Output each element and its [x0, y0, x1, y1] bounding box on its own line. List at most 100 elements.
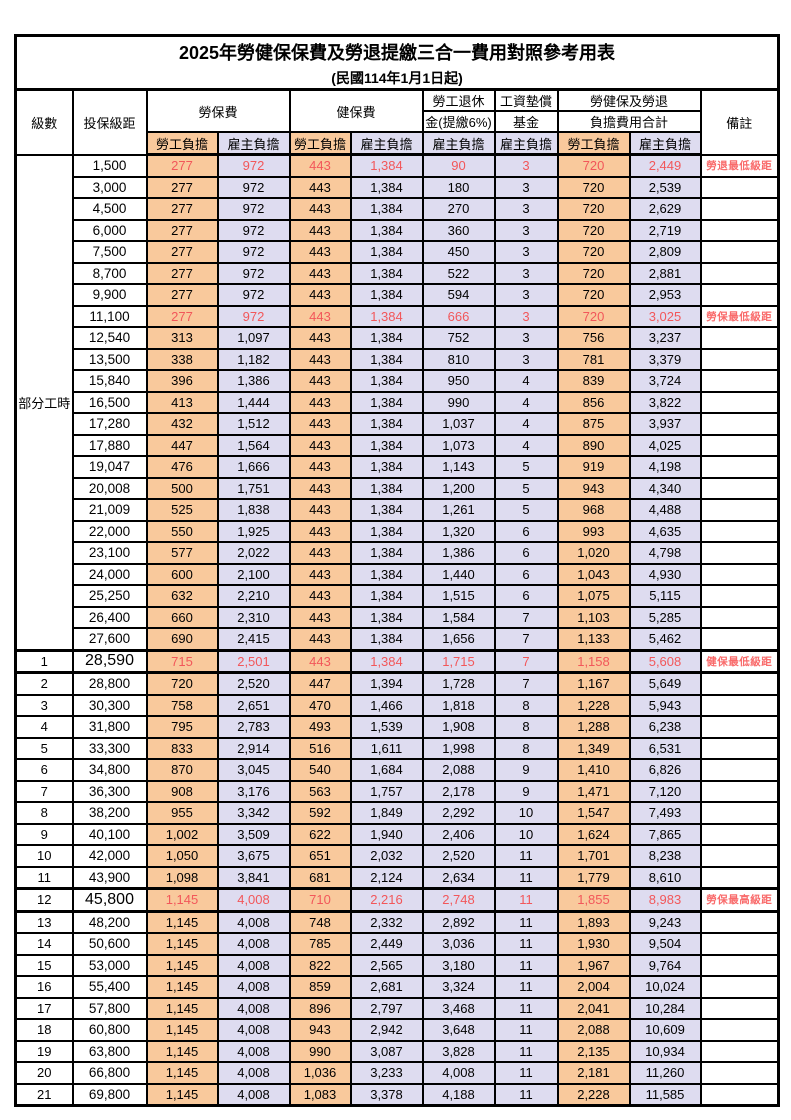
cell-level: 18 — [14, 1018, 74, 1042]
cell-labor-employer: 4,008 — [216, 953, 291, 977]
table-row: 20 66,800 1,145 4,008 1,036 3,233 4,008 11 2,181… — [14, 1061, 780, 1085]
cell-health-employer: 1,384 — [349, 347, 424, 371]
cell-labor-employer: 2,520 — [216, 671, 291, 696]
cell-labor-employee: 313 — [145, 326, 219, 350]
cell-labor-employer: 4,008 — [216, 887, 291, 913]
header-pension-line1: 勞工退休 — [421, 88, 496, 112]
cell-total-employer: 10,609 — [628, 1018, 702, 1042]
cell-fund-employer: 3 — [493, 197, 559, 221]
table-row: 7,500 277 972 443 1,384 450 3 720 2,809 — [16, 240, 780, 264]
cell-fund-employer: 11 — [493, 932, 559, 956]
cell-fund-employer: 11 — [493, 887, 559, 913]
cell-fund-employer: 11 — [493, 1018, 559, 1042]
cell-health-employer: 1,384 — [349, 562, 424, 586]
cell-total-employee: 856 — [556, 390, 631, 414]
cell-total-employer: 8,983 — [628, 887, 702, 913]
cell-total-employer: 3,237 — [628, 326, 702, 350]
table-row: 6 34,800 870 3,045 540 1,684 2,088 9 1,410 6,826 — [14, 758, 780, 782]
cell-total-employee: 1,167 — [556, 671, 631, 696]
cell-labor-employee: 413 — [145, 390, 219, 414]
cell-labor-employee: 833 — [145, 736, 219, 760]
cell-total-employer: 3,025 — [628, 304, 702, 328]
cell-total-employee: 1,020 — [556, 541, 631, 565]
table-row: 3 30,300 758 2,651 470 1,466 1,818 8 1,228 5,943 — [14, 693, 780, 717]
cell-labor-employee: 1,145 — [145, 996, 219, 1020]
header-labor-insurance: 勞保費 — [145, 88, 291, 133]
cell-fund-employer: 3 — [493, 175, 559, 199]
cell-fund-employer: 4 — [493, 412, 559, 436]
cell-total-employer: 6,238 — [628, 715, 702, 739]
fee-table-container: 2025年勞健保保費及勞退提繳三合一費用對照參考用表 (民國114年1月1日起)… — [14, 34, 781, 1107]
cell-bracket: 21,009 — [71, 498, 148, 522]
cell-health-employee: 563 — [288, 779, 352, 803]
cell-bracket: 30,300 — [71, 693, 148, 717]
cell-health-employee: 443 — [288, 541, 352, 565]
cell-labor-employee: 277 — [145, 304, 219, 328]
header-remark: 備註 — [699, 88, 780, 156]
cell-total-employee: 1,893 — [556, 910, 631, 934]
cell-labor-employee: 396 — [145, 369, 219, 393]
cell-pension-employer: 450 — [421, 240, 496, 264]
cell-labor-employer: 4,008 — [216, 932, 291, 956]
cell-fund-employer: 3 — [493, 347, 559, 371]
table-row: 16,500 413 1,444 443 1,384 990 4 856 3,822 — [16, 390, 780, 414]
cell-remark: 勞保最高級距 — [699, 887, 780, 913]
cell-total-employer: 11,585 — [628, 1082, 702, 1107]
cell-total-employee: 1,228 — [556, 693, 631, 717]
cell-pension-employer: 180 — [421, 175, 496, 199]
cell-total-employee: 2,088 — [556, 1018, 631, 1042]
cell-remark — [699, 218, 780, 242]
cell-health-employee: 493 — [288, 715, 352, 739]
cell-remark — [699, 865, 780, 890]
cell-health-employee: 443 — [288, 433, 352, 457]
header-level: 級數 — [14, 88, 74, 156]
cell-total-employer: 7,865 — [628, 822, 702, 846]
cell-total-employee: 720 — [556, 283, 631, 307]
cell-labor-employer: 972 — [216, 218, 291, 242]
cell-level: 12 — [14, 887, 74, 913]
table-row: 12,540 313 1,097 443 1,384 752 3 756 3,237 — [16, 326, 780, 350]
cell-labor-employer: 972 — [216, 261, 291, 285]
cell-labor-employee: 277 — [145, 283, 219, 307]
cell-health-employer: 1,384 — [349, 153, 424, 178]
cell-pension-employer: 2,748 — [421, 887, 496, 913]
cell-health-employee: 859 — [288, 975, 352, 999]
cell-total-employee: 720 — [556, 197, 631, 221]
cell-labor-employer: 4,008 — [216, 1039, 291, 1063]
cell-remark — [699, 627, 780, 651]
cell-total-employee: 1,779 — [556, 865, 631, 890]
cell-health-employer: 3,087 — [349, 1039, 424, 1063]
cell-total-employer: 7,120 — [628, 779, 702, 803]
cell-bracket: 4,500 — [71, 197, 148, 221]
cell-health-employer: 1,384 — [349, 584, 424, 608]
cell-health-employee: 540 — [288, 758, 352, 782]
table-row: 20,008 500 1,751 443 1,384 1,200 5 943 4,340 — [16, 476, 780, 500]
cell-health-employer: 1,684 — [349, 758, 424, 782]
cell-health-employer: 1,466 — [349, 693, 424, 717]
cell-fund-employer: 4 — [493, 390, 559, 414]
cell-pension-employer: 3,180 — [421, 953, 496, 977]
cell-total-employee: 1,043 — [556, 562, 631, 586]
cell-labor-employee: 277 — [145, 175, 219, 199]
cell-remark: 勞保最低級距 — [699, 304, 780, 328]
cell-health-employee: 443 — [288, 326, 352, 350]
cell-pension-employer: 2,520 — [421, 844, 496, 868]
cell-pension-employer: 2,088 — [421, 758, 496, 782]
cell-health-employer: 1,384 — [349, 476, 424, 500]
cell-health-employer: 1,384 — [349, 197, 424, 221]
cell-health-employee: 710 — [288, 887, 352, 913]
page-title: 2025年勞健保保費及勞退提繳三合一費用對照參考用表 — [14, 34, 780, 67]
cell-bracket: 48,200 — [71, 910, 148, 934]
cell-remark — [699, 758, 780, 782]
cell-remark — [699, 1061, 780, 1085]
cell-pension-employer: 1,515 — [421, 584, 496, 608]
cell-pension-employer: 1,073 — [421, 433, 496, 457]
cell-labor-employee: 720 — [145, 671, 219, 696]
cell-remark — [699, 347, 780, 371]
cell-health-employer: 1,384 — [349, 455, 424, 479]
cell-total-employer: 8,238 — [628, 844, 702, 868]
cell-bracket: 45,800 — [71, 887, 148, 913]
cell-total-employer: 8,610 — [628, 865, 702, 890]
cell-labor-employer: 1,512 — [216, 412, 291, 436]
table-row: 3,000 277 972 443 1,384 180 3 720 2,539 — [16, 175, 780, 199]
